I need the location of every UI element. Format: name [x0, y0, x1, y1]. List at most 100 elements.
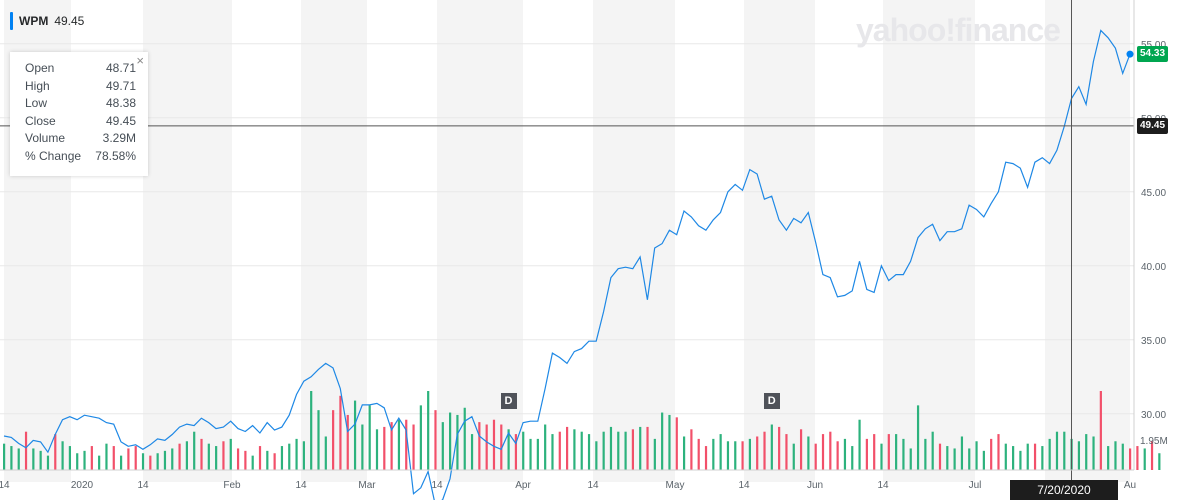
volume-bar [324, 436, 327, 470]
volume-bar [851, 446, 854, 470]
dividend-marker[interactable]: D [763, 393, 780, 409]
horizontal-gridlines [0, 43, 1134, 415]
y-tick-label: 30.00 [1141, 410, 1166, 421]
volume-bar [778, 426, 781, 470]
volume-bar [61, 441, 64, 470]
tooltip-value: 49.45 [105, 113, 136, 128]
volume-bar [375, 429, 379, 470]
volume-bar [682, 436, 686, 470]
volume-bar [1136, 446, 1139, 470]
close-icon[interactable]: × [136, 53, 144, 68]
x-tick-label: Apr [515, 480, 531, 491]
tooltip-label: Open [25, 61, 55, 75]
volume-bar [478, 422, 481, 470]
volume-bar [229, 438, 232, 470]
volume-bar [98, 455, 101, 470]
tooltip-label: Close [25, 113, 56, 128]
volume-bar [507, 429, 510, 470]
x-tick-label: 2020 [71, 480, 94, 491]
volume-bar [763, 431, 766, 470]
volume-bar [799, 429, 803, 470]
volume-bar [968, 448, 971, 470]
volume-bar [456, 414, 459, 470]
volume-bar [880, 443, 883, 470]
volume-bar [1129, 448, 1132, 470]
y-tick-label: 40.00 [1141, 262, 1166, 273]
volume-bar [3, 443, 6, 470]
volume-bar [982, 450, 985, 470]
y-tick-label: 55.00 [1141, 40, 1166, 51]
volume-bar [821, 434, 825, 470]
volume-bar [558, 431, 561, 470]
volume-bar [1114, 441, 1117, 470]
volume-bar [207, 443, 210, 470]
x-tick-label: 14 [295, 480, 307, 491]
volume-bar [704, 446, 708, 470]
volume-bar [1077, 441, 1081, 470]
volume-bar [631, 429, 635, 470]
volume-bar [1012, 446, 1015, 470]
x-axis: 14202014Feb14Mar14Apr14May14Jun14Jul14Au [0, 469, 1136, 491]
volume-bar [405, 419, 408, 470]
volume-bar [617, 431, 620, 470]
volume-bar [836, 441, 839, 470]
volume-bar [529, 438, 532, 470]
tooltip-value: 3.29M [102, 131, 136, 145]
volume-bar [909, 448, 912, 470]
volume-bar [1041, 446, 1044, 470]
volume-bar [544, 424, 547, 470]
volume-bar [24, 431, 28, 470]
x-tick-label: 14 [431, 480, 443, 491]
tooltip-row: % Change 78.58% [25, 149, 136, 167]
volume-bar [573, 429, 576, 470]
volume-bar [580, 431, 583, 470]
volume-bar [149, 455, 152, 470]
volume-bar [383, 426, 386, 470]
volume-bar [112, 446, 115, 470]
volume-bar [587, 434, 591, 470]
volume-bar [39, 450, 42, 470]
volume-bar [449, 412, 452, 470]
volume-bar [960, 436, 964, 470]
volume-bar [500, 424, 503, 470]
volume-bar [697, 438, 700, 470]
volume-bar [463, 407, 466, 470]
volume-bar [675, 417, 678, 470]
tooltip-label: Volume [25, 131, 66, 145]
volume-bar [1048, 438, 1051, 470]
volume-bar [1033, 443, 1037, 470]
volume-bar [690, 429, 693, 470]
crosshair-date-label: 7/20/2020 [1010, 480, 1118, 500]
volume-bar [397, 419, 401, 470]
ticker-header: WPM 49.45 [10, 8, 84, 34]
volume-bar [1099, 391, 1102, 470]
volume-bar [368, 405, 371, 470]
x-tick-label: Jun [807, 480, 823, 491]
x-tick-label: Mar [358, 480, 376, 491]
volume-bar [295, 438, 298, 470]
x-tick-label: 14 [877, 480, 889, 491]
volume-bar [1121, 443, 1124, 470]
x-tick-label: 14 [137, 480, 149, 491]
volume-axis-label: 1.95M [1140, 436, 1168, 447]
volume-bar [17, 448, 20, 470]
tooltip-label: % Change [25, 148, 82, 163]
volume-bar [105, 443, 108, 470]
crosshair-price-badge: 49.45 [1137, 117, 1169, 134]
volume-bars [3, 391, 1161, 470]
volume-bar [288, 443, 291, 470]
volume-bar [1085, 434, 1088, 470]
x-tick-label: 14 [738, 480, 750, 491]
volume-bar [770, 424, 773, 470]
volume-bar [46, 455, 50, 470]
ticker-symbol: WPM [19, 14, 49, 28]
volume-bar [522, 431, 525, 470]
volume-bar [931, 431, 934, 470]
dividend-marker[interactable]: D [500, 393, 517, 409]
volume-bar [1004, 443, 1007, 470]
tooltip-row: High 49.71 [25, 79, 136, 97]
volume-bar [938, 443, 942, 470]
volume-bar [1019, 450, 1022, 470]
volume-bar [748, 438, 751, 470]
